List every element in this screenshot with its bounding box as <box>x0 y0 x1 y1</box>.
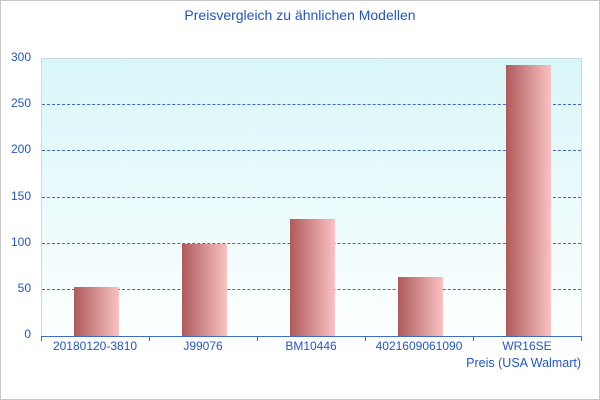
gridline-250 <box>42 104 581 106</box>
x-axis-tick-1 <box>149 336 150 341</box>
bar-BM10446 <box>290 219 335 336</box>
y-axis-label-200: 200 <box>10 142 31 156</box>
x-axis-tick-3 <box>365 336 366 341</box>
y-axis-label-150: 150 <box>10 189 31 203</box>
bar-J99076 <box>182 244 227 336</box>
plot-area <box>41 58 582 337</box>
x-axis-tick-0 <box>41 336 42 341</box>
y-axis-label-300: 300 <box>10 50 31 64</box>
x-axis-tick-2 <box>257 336 258 341</box>
bar-WR16SE <box>506 65 551 336</box>
x-axis-category-label-20180120-3810: 20180120-3810 <box>52 339 138 353</box>
gridline-200 <box>42 150 581 152</box>
x-axis-title: Preis (USA Walmart) <box>466 356 581 370</box>
x-axis-tick-4 <box>473 336 474 341</box>
y-axis-label-0: 0 <box>24 327 31 341</box>
gridline-150 <box>42 196 581 198</box>
x-axis-category-label-WR16SE: WR16SE <box>502 339 552 353</box>
bar-4021609061090 <box>398 277 443 336</box>
y-axis-label-50: 50 <box>17 281 31 295</box>
chart-title: Preisvergleich zu ähnlichen Modellen <box>184 7 416 23</box>
y-axis-label-100: 100 <box>10 235 31 249</box>
x-axis-category-label-J99076: J99076 <box>183 339 223 353</box>
bar-20180120-3810 <box>74 287 119 336</box>
x-axis-tick-5 <box>581 336 582 341</box>
x-axis-category-label-BM10446: BM10446 <box>285 339 337 353</box>
x-axis-category-label-4021609061090: 4021609061090 <box>375 339 463 353</box>
y-axis-label-250: 250 <box>10 96 31 110</box>
